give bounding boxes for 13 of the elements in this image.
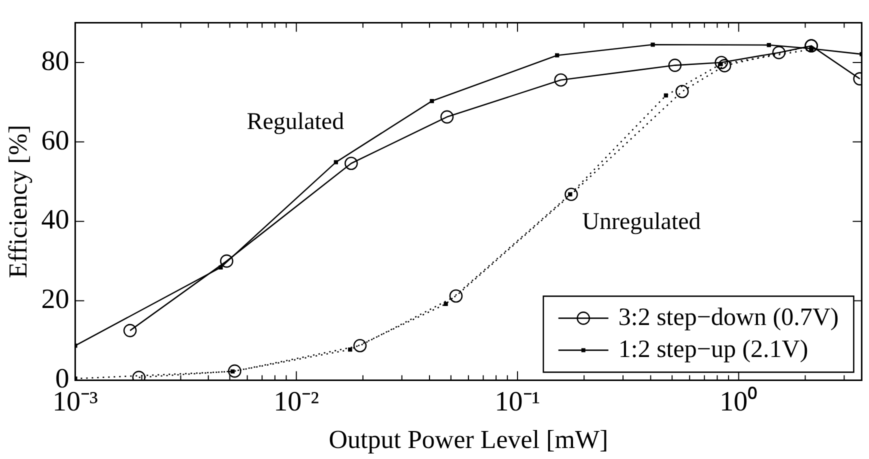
y-tick-label: 60: [41, 125, 70, 156]
y-tick-label: 80: [41, 46, 70, 77]
y-tick-label: 20: [41, 284, 70, 316]
x-tick-label: 10⁻¹: [494, 386, 540, 418]
x-tick-label: 10⁰: [720, 386, 758, 418]
legend-label: 3:2 step−down (0.7V): [618, 304, 839, 331]
legend-label: 1:2 step−up (2.1V): [618, 336, 808, 363]
y-axis-title: Efficiency [%]: [3, 124, 32, 278]
annotation: Unregulated: [582, 209, 701, 236]
x-tick-label: 10⁻²: [274, 386, 320, 418]
annotation: Regulated: [246, 109, 344, 136]
x-axis-title: Output Power Level [mW]: [328, 425, 608, 454]
y-tick-label: 40: [41, 204, 70, 236]
